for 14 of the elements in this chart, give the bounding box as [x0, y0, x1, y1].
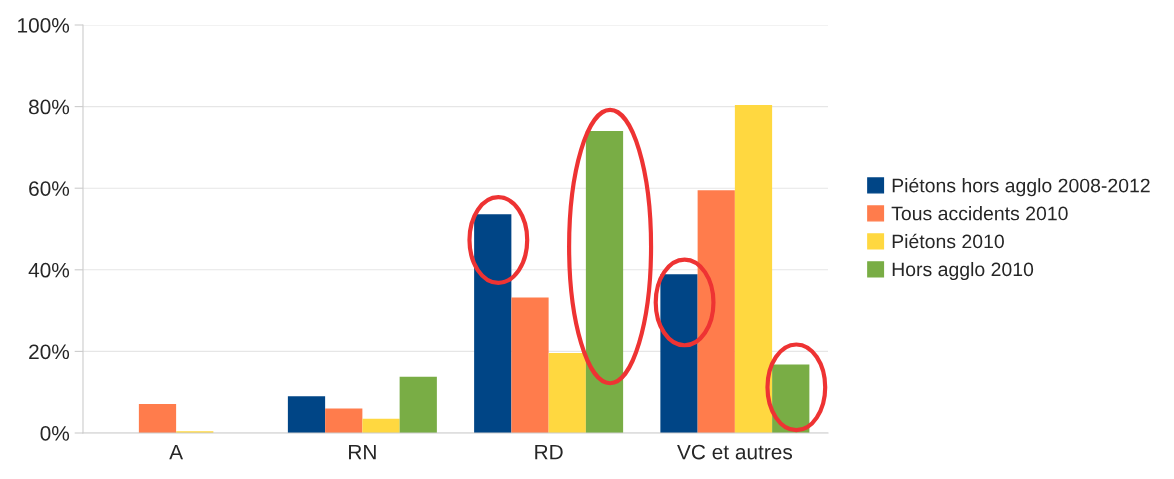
y-tick-label: 0%: [40, 426, 70, 441]
x-tick-label: RN: [349, 444, 376, 460]
y-tick-label: 20%: [29, 344, 70, 360]
y-tick-label: 80%: [29, 99, 70, 115]
y-tick-label: 60%: [29, 181, 70, 196]
x-tick-label: A: [169, 444, 184, 460]
x-tick-label: RD: [535, 444, 563, 460]
legend-label: Tous accidents 2010: [891, 206, 1068, 221]
y-tick-label: 40%: [28, 262, 70, 278]
y-tick-label: 100%: [18, 18, 70, 33]
legend-label: Piétons 2010: [892, 233, 1004, 249]
x-tick-label: VC et autres: [677, 444, 793, 460]
legend-label: Hors agglo 2010: [892, 261, 1034, 281]
legend-label: Piétons hors agglo 2008-2012: [892, 177, 1150, 197]
